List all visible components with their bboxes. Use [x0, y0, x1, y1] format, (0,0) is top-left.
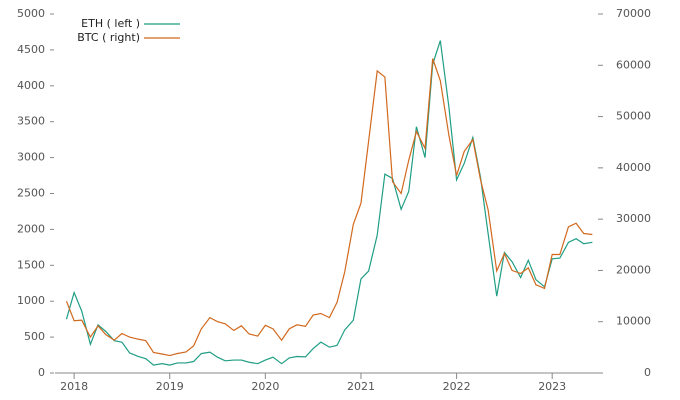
y-tick-label: 2000: [17, 222, 45, 235]
y-tick-label: 3000: [17, 151, 45, 164]
y-tick-label: 4500: [17, 43, 45, 56]
y2-tick-label: 40000: [616, 161, 651, 174]
legend-label: ETH ( left ): [81, 17, 140, 30]
y2-tick-label: 50000: [616, 110, 651, 123]
y2-tick-label: 10000: [616, 315, 651, 328]
y-tick-label: 500: [24, 330, 45, 343]
legend-label: BTC ( right): [77, 31, 140, 44]
x-tick-label: 2020: [251, 380, 279, 393]
y-tick-label: 3500: [17, 115, 45, 128]
y-tick-label: 5000: [17, 7, 45, 20]
x-tick-label: 2021: [347, 380, 375, 393]
x-tick-label: 2022: [443, 380, 471, 393]
y2-tick-label: 0: [644, 366, 651, 379]
y-tick-label: 1000: [17, 294, 45, 307]
x-tick-label: 2019: [156, 380, 184, 393]
y-tick-label: 2500: [17, 187, 45, 200]
y-tick-label: 4000: [17, 79, 45, 92]
y2-tick-label: 20000: [616, 263, 651, 276]
y2-tick-label: 30000: [616, 212, 651, 225]
y-tick-label: 1500: [17, 258, 45, 271]
x-tick-label: 2018: [60, 380, 88, 393]
y-tick-label: 0: [38, 366, 45, 379]
line-series: [65, 58, 593, 357]
y2-tick-label: 60000: [616, 58, 651, 71]
x-tick-label: 2023: [538, 380, 566, 393]
y2-tick-label: 70000: [616, 7, 651, 20]
